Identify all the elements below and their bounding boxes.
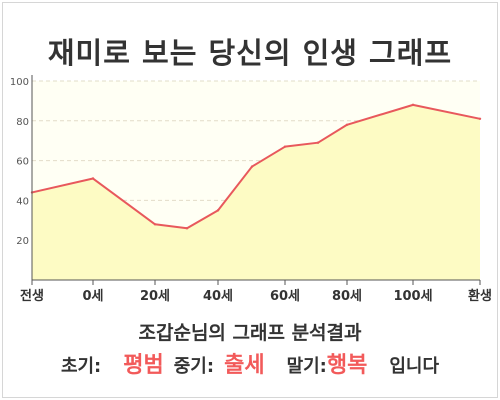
y-tick-label: 40 xyxy=(16,196,29,207)
data-point xyxy=(185,227,189,230)
x-tick-label: 전생 xyxy=(20,288,44,304)
x-tick-label: 60세 xyxy=(270,289,300,304)
data-point xyxy=(91,177,95,180)
data-point xyxy=(153,223,157,226)
data-point xyxy=(283,145,287,148)
y-tick-label: 20 xyxy=(16,236,29,247)
data-point xyxy=(316,141,320,144)
analysis-result: 초기: 평범 중기: 출세 말기:행복 입니다 xyxy=(0,347,500,379)
data-point xyxy=(411,103,415,107)
y-tick-label: 60 xyxy=(16,157,29,168)
area-fill xyxy=(32,104,480,280)
y-tick-label: 100 xyxy=(10,77,29,88)
page-title: 재미로 보는 당신의 인생 그래프 xyxy=(47,36,453,70)
x-tick-label: 80세 xyxy=(332,289,362,304)
y-tick-label: 80 xyxy=(16,117,29,128)
data-point xyxy=(250,165,254,168)
early-value: 평범 xyxy=(123,353,164,378)
analysis-heading: 조갑순님의 그래프 분석결과 xyxy=(138,322,362,344)
middle-label: 중기: xyxy=(173,356,215,377)
x-tick-label: 100세 xyxy=(393,289,432,304)
late-label: 말기: xyxy=(286,356,327,377)
x-tick-label: 환생 xyxy=(468,288,492,304)
late-value: 행복 xyxy=(326,353,368,378)
data-point xyxy=(478,117,482,121)
result-suffix: 입니다 xyxy=(389,356,440,377)
early-label: 초기: xyxy=(60,356,102,377)
x-tick-label: 0세 xyxy=(82,289,103,304)
x-tick-label: 20세 xyxy=(140,289,170,304)
x-tick-label: 40세 xyxy=(203,289,233,304)
data-point xyxy=(216,209,220,212)
data-point xyxy=(345,123,349,126)
middle-value: 출세 xyxy=(224,353,265,378)
